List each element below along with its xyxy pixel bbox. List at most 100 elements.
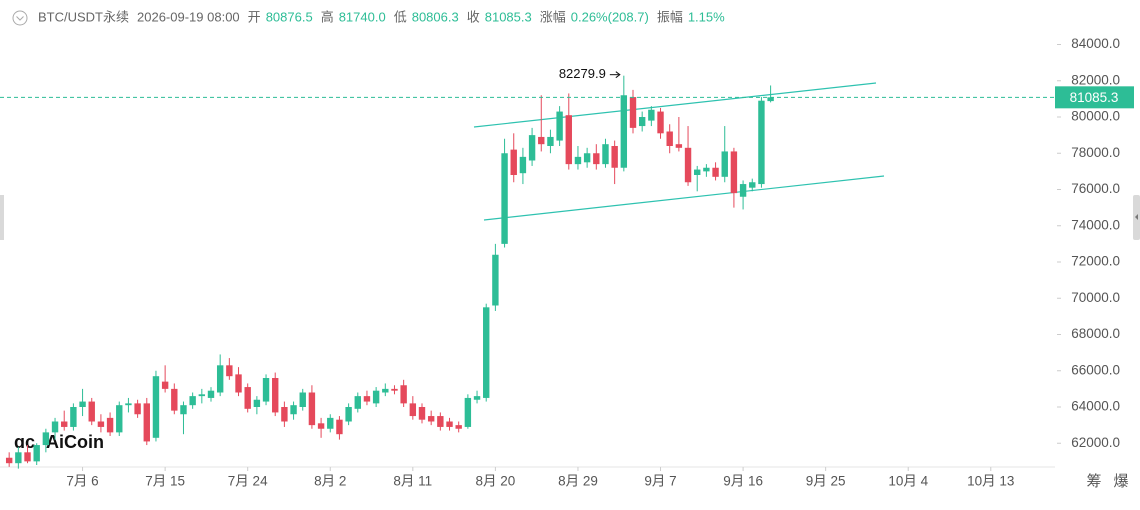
candle-body: [418, 407, 426, 420]
candle-body: [703, 167, 710, 172]
stat-value: 80876.5: [266, 9, 313, 24]
x-tick-label: 7月 6: [66, 474, 98, 489]
candle-body: [363, 396, 371, 402]
candle-body: [501, 153, 508, 244]
y-tick-label: 78000.0: [1071, 145, 1120, 160]
candle-body: [492, 254, 499, 306]
candle-body: [565, 115, 572, 165]
timestamp: 2026-09-19 08:00: [137, 9, 240, 24]
candle-body: [638, 117, 646, 127]
stat-label: 振幅: [657, 9, 683, 24]
x-tick-label: 10月 13: [967, 474, 1014, 489]
candle-body: [455, 425, 462, 429]
candle-body: [61, 421, 68, 427]
candle-body: [161, 381, 169, 389]
toolbar-button[interactable]: 爆: [1113, 473, 1128, 490]
watermark: AiCoin: [46, 432, 104, 452]
x-tick-label: 8月 2: [314, 474, 346, 489]
y-tick-label: 68000.0: [1071, 326, 1120, 341]
candle-body: [464, 397, 472, 427]
stat-value: 0.26%(208.7): [571, 9, 649, 24]
candle-body: [473, 396, 481, 400]
stat-value: 81740.0: [339, 9, 386, 24]
candle-body: [354, 396, 361, 409]
x-tick-label: 8月 11: [393, 474, 432, 489]
candle-body: [648, 109, 655, 121]
candle-body: [593, 153, 600, 165]
stat-value: 80806.3: [412, 9, 459, 24]
candle-body: [207, 390, 215, 398]
candle-body: [281, 407, 288, 422]
candle-body: [216, 365, 224, 393]
y-tick-label: 80000.0: [1071, 109, 1120, 124]
candle-body: [244, 387, 251, 409]
candle-body: [372, 390, 380, 404]
candle-body: [189, 396, 196, 406]
candle-body: [88, 401, 95, 422]
watermark-logo: ɑc: [14, 432, 35, 452]
collapse-icon: [16, 16, 24, 21]
candle-body: [446, 421, 453, 427]
x-tick-label: 10月 4: [888, 474, 928, 489]
candle-body: [106, 417, 114, 433]
candle-body: [483, 307, 490, 398]
candle-body: [152, 376, 160, 438]
y-tick-label: 74000.0: [1071, 217, 1120, 232]
candle-body: [299, 392, 306, 407]
candle-body: [694, 169, 701, 175]
x-tick-label: 8月 29: [558, 474, 598, 489]
candle-body: [721, 151, 728, 177]
candle-body: [629, 97, 637, 128]
y-tick-label: 76000.0: [1071, 181, 1120, 196]
candle-body: [547, 136, 554, 146]
stat-label: 收: [467, 9, 480, 24]
candle-body: [262, 378, 270, 402]
stat-label: 高: [321, 9, 334, 24]
candle-body: [33, 445, 40, 462]
candle-body: [336, 419, 343, 435]
header: BTC/USDT永续 2026-09-19 08:00 开 80876.5 高 81740…: [38, 9, 725, 24]
last-price-box: [1055, 86, 1134, 109]
candle-body: [180, 405, 187, 415]
channel-line-upper: [473, 82, 877, 128]
candle-body: [409, 403, 417, 417]
x-tick-label: 9月 16: [723, 474, 763, 489]
candle-body: [253, 399, 261, 407]
max-annotation: 82279.9: [559, 66, 606, 81]
toolbar-button[interactable]: 筹: [1086, 473, 1101, 490]
candle-body: [538, 136, 545, 145]
candle-body: [400, 385, 407, 404]
candle-body: [235, 374, 242, 393]
candle-body: [79, 401, 86, 407]
candle-body: [391, 388, 398, 391]
collapse-button[interactable]: [12, 10, 28, 26]
left-handle[interactable]: [0, 195, 4, 240]
candle-body: [308, 392, 316, 426]
candle-body: [437, 416, 444, 427]
candle-body: [583, 153, 591, 163]
candle-body: [5, 457, 13, 464]
candle-body: [602, 144, 609, 165]
y-tick-label: 72000.0: [1071, 254, 1120, 269]
candle-body: [657, 111, 664, 134]
candle-body: [730, 151, 738, 194]
x-tick-label: 7月 15: [145, 474, 185, 489]
candle-body: [24, 452, 31, 462]
candle-body: [198, 394, 206, 397]
candle-body: [70, 407, 77, 427]
candle-body: [317, 423, 325, 429]
candle-body: [739, 184, 747, 197]
candle-body: [556, 111, 563, 141]
candle-body: [116, 405, 123, 433]
x-tick-label: 9月 7: [644, 474, 676, 489]
candle-body: [134, 403, 141, 415]
candle-body: [684, 147, 692, 183]
candle-body: [15, 452, 22, 464]
x-tick-label: 9月 25: [806, 474, 846, 489]
candle-body: [758, 100, 765, 185]
candle-body: [125, 403, 132, 406]
candle-body: [510, 149, 517, 175]
channel-line-lower: [483, 175, 885, 221]
